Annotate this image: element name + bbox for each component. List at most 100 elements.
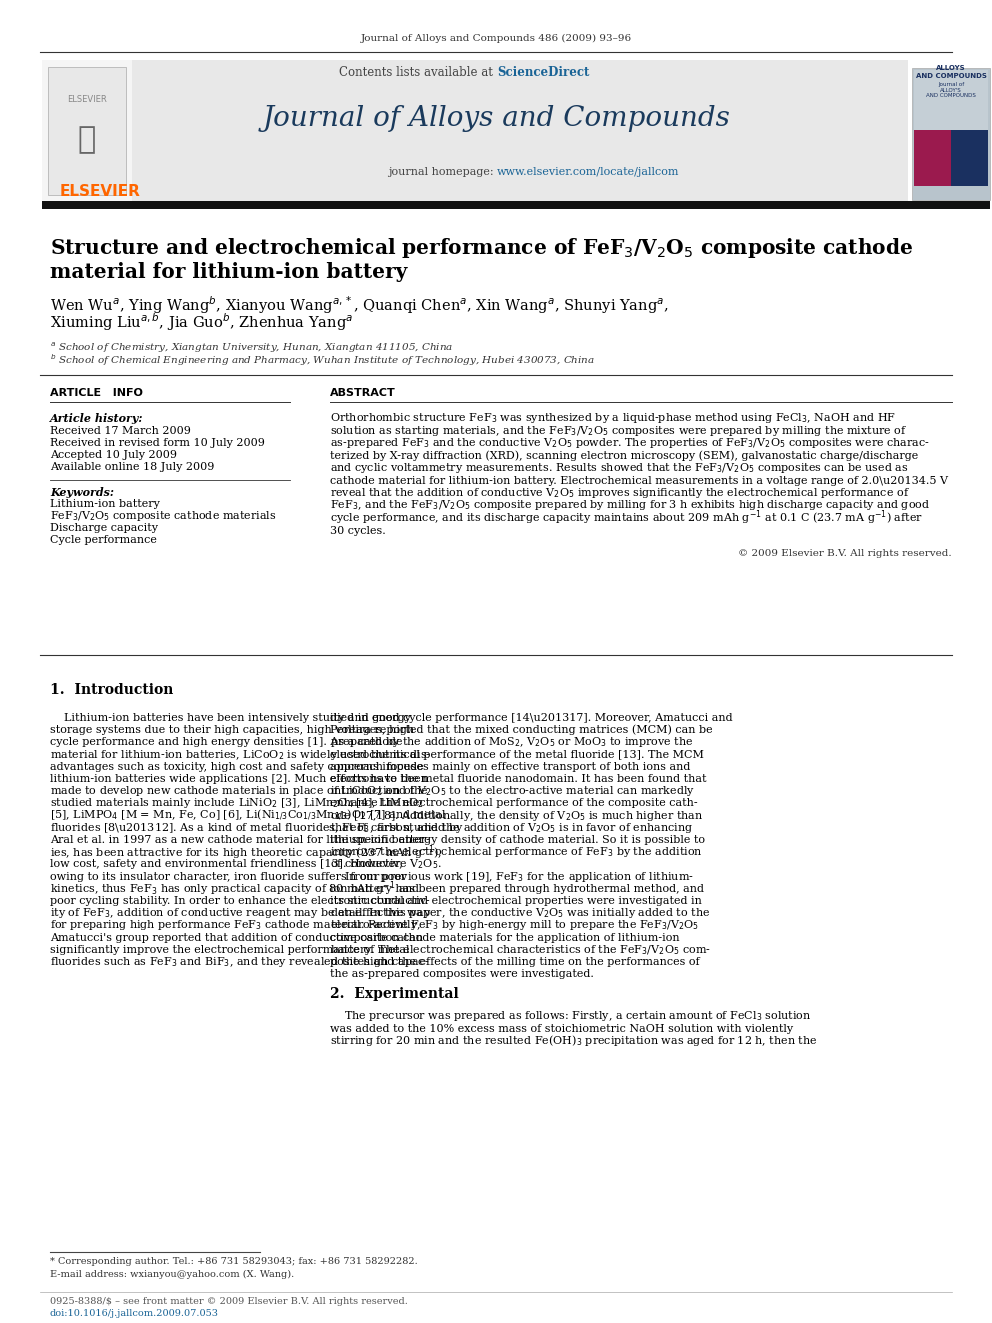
Text: electrons to the metal fluoride nanodomain. It has been found that: electrons to the metal fluoride nanodoma…: [330, 774, 706, 785]
Text: introduction of V$_2$O$_5$ to the electro-active material can markedly: introduction of V$_2$O$_5$ to the electr…: [330, 785, 695, 798]
Text: reveal that the addition of conductive V$_2$O$_5$ improves significantly the ele: reveal that the addition of conductive V…: [330, 486, 910, 500]
Text: owing to its insulator character, iron fluoride suffers from poor: owing to its insulator character, iron f…: [50, 872, 407, 881]
Text: enhance the electrochemical performance of the composite cath-: enhance the electrochemical performance …: [330, 798, 697, 808]
Text: studied materials mainly include LiNiO$_2$ [3], LiMn$_2$O$_4$ [4], LiMnO$_2$: studied materials mainly include LiNiO$_…: [50, 796, 424, 811]
Text: for preparing high performance FeF$_3$ cathode material. Recently,: for preparing high performance FeF$_3$ c…: [50, 918, 421, 933]
Text: material for lithium-ion batteries, LiCoO$_2$ is widely used but its dis-: material for lithium-ion batteries, LiCo…: [50, 747, 432, 762]
Text: the as-prepared composites were investigated.: the as-prepared composites were investig…: [330, 970, 594, 979]
Bar: [42, 201, 990, 209]
Text: detail. In this paper, the conductive V$_2$O$_5$ was initially added to the: detail. In this paper, the conductive V$…: [330, 906, 710, 921]
Text: advantages such as toxicity, high cost and safety concerns impede: advantages such as toxicity, high cost a…: [50, 762, 424, 771]
Text: www.elsevier.com/locate/jallcom: www.elsevier.com/locate/jallcom: [497, 167, 680, 177]
Text: Received in revised form 10 July 2009: Received in revised form 10 July 2009: [50, 438, 265, 448]
Text: Journal of Alloys and Compounds 486 (2009) 93–96: Journal of Alloys and Compounds 486 (200…: [360, 33, 632, 42]
Text: FeF$_3$/V$_2$O$_5$ composite cathode materials: FeF$_3$/V$_2$O$_5$ composite cathode mat…: [50, 509, 277, 523]
Text: Wen Wu$^{a}$, Ying Wang$^{b}$, Xianyou Wang$^{a,*}$, Quanqi Chen$^{a}$, Xin Wang: Wen Wu$^{a}$, Ying Wang$^{b}$, Xianyou W…: [50, 294, 669, 316]
Text: Contents lists available at: Contents lists available at: [339, 66, 497, 79]
Text: Keywords:: Keywords:: [50, 487, 114, 497]
Text: FeF$_3$, and the FeF$_3$/V$_2$O$_5$ composite prepared by milling for 3 h exhibi: FeF$_3$, and the FeF$_3$/V$_2$O$_5$ comp…: [330, 499, 930, 512]
Text: ALLOYS
AND COMPOUNDS: ALLOYS AND COMPOUNDS: [916, 66, 986, 78]
Text: was added to the 10% excess mass of stoichiometric NaOH solution with violently: was added to the 10% excess mass of stoi…: [330, 1024, 794, 1033]
Text: made to develop new cathode materials in place of LiCoO$_2$ and the: made to develop new cathode materials in…: [50, 785, 429, 798]
Text: Amatucci's group reported that addition of conductive carbon can: Amatucci's group reported that addition …: [50, 933, 424, 942]
Text: prepared by the addition of MoS$_2$, V$_2$O$_5$ or MoO$_3$ to improve the: prepared by the addition of MoS$_2$, V$_…: [330, 736, 693, 749]
Text: Lithium-ion battery: Lithium-ion battery: [50, 499, 160, 509]
Text: material for lithium-ion battery: material for lithium-ion battery: [50, 262, 408, 282]
Text: battery. The electrochemical characteristics of the FeF$_3$/V$_2$O$_5$ com-: battery. The electrochemical characteris…: [330, 943, 711, 957]
Text: Aral et al. in 1997 as a new cathode material for lithium-ion batter-: Aral et al. in 1997 as a new cathode mat…: [50, 835, 430, 845]
Text: significantly improve the electrochemical performance of metal: significantly improve the electrochemica…: [50, 945, 410, 955]
Text: its structural and electrochemical properties were investigated in: its structural and electrochemical prope…: [330, 896, 702, 906]
Text: 1.  Introduction: 1. Introduction: [50, 683, 174, 697]
Text: of conductive V$_2$O$_5$.: of conductive V$_2$O$_5$.: [330, 857, 441, 872]
Bar: [914, 70, 988, 130]
Text: Discharge capacity: Discharge capacity: [50, 523, 158, 533]
Text: as-prepared FeF$_3$ and the conductive V$_2$O$_5$ powder. The properties of FeF$: as-prepared FeF$_3$ and the conductive V…: [330, 437, 930, 450]
Text: posites and the effects of the milling time on the performances of: posites and the effects of the milling t…: [330, 957, 699, 967]
Text: stirring for 20 min and the resulted Fe(OH)$_3$ precipitation was aged for 12 h,: stirring for 20 min and the resulted Fe(…: [330, 1033, 817, 1048]
Text: ity and good cycle performance [14\u201317]. Moreover, Amatucci and: ity and good cycle performance [14\u2013…: [330, 713, 733, 722]
Text: Lithium-ion batteries have been intensively studied in energy: Lithium-ion batteries have been intensiv…: [50, 713, 411, 722]
Text: electro-active FeF$_3$ by high-energy mill to prepare the FeF$_3$/V$_2$O$_5$: electro-active FeF$_3$ by high-energy mi…: [330, 918, 699, 933]
Text: fluorides such as FeF$_3$ and BiF$_3$, and they revealed the high capac-: fluorides such as FeF$_3$ and BiF$_3$, a…: [50, 955, 430, 968]
Text: Structure and electrochemical performance of FeF$_3$/V$_2$O$_5$ composite cathod: Structure and electrochemical performanc…: [50, 235, 914, 261]
Text: 🌳: 🌳: [78, 126, 96, 155]
Text: doi:10.1016/j.jallcom.2009.07.053: doi:10.1016/j.jallcom.2009.07.053: [50, 1308, 219, 1318]
Text: that of carbon, and the addition of V$_2$O$_5$ is in favor of enhancing: that of carbon, and the addition of V$_2…: [330, 820, 693, 835]
Text: cathode material for lithium-ion battery. Electrochemical measurements in a volt: cathode material for lithium-ion battery…: [330, 475, 948, 486]
Text: * Corresponding author. Tel.: +86 731 58293043; fax: +86 731 58292282.: * Corresponding author. Tel.: +86 731 58…: [50, 1257, 418, 1266]
Text: cycle performance, and its discharge capacity maintains about 209 mAh g$^{-1}$ a: cycle performance, and its discharge cap…: [330, 509, 924, 528]
Text: cycle performance and high energy densities [1]. As a cathode: cycle performance and high energy densit…: [50, 737, 403, 747]
Bar: [912, 67, 990, 200]
Text: solution as starting materials, and the FeF$_3$/V$_2$O$_5$ composites were prepa: solution as starting materials, and the …: [330, 423, 908, 438]
Text: ELSEVIER: ELSEVIER: [60, 184, 141, 200]
Text: The precursor was prepared as follows: Firstly, a certain amount of FeCl$_3$ sol: The precursor was prepared as follows: F…: [330, 1009, 811, 1024]
Text: lithium-ion batteries wide applications [2]. Much efforts have been: lithium-ion batteries wide applications …: [50, 774, 428, 785]
Text: E-mail address: wxianyou@yahoo.com (X. Wang).: E-mail address: wxianyou@yahoo.com (X. W…: [50, 1270, 295, 1278]
Bar: [951, 130, 988, 187]
Text: Article history:: Article history:: [50, 413, 144, 423]
Text: $^{a}$ School of Chemistry, Xiangtan University, Hunan, Xiangtan 411105, China: $^{a}$ School of Chemistry, Xiangtan Uni…: [50, 341, 453, 355]
Text: terized by X-ray diffraction (XRD), scanning electron microscopy (SEM), galvanos: terized by X-ray diffraction (XRD), scan…: [330, 450, 919, 460]
Text: fluorides [8\u201312]. As a kind of metal fluorides, FeF$_3$, first studied by: fluorides [8\u201312]. As a kind of meta…: [50, 820, 463, 835]
Text: ion battery has been prepared through hydrothermal method, and: ion battery has been prepared through hy…: [330, 884, 704, 894]
Text: electrochemical performance of the metal fluoride [13]. The MCM: electrochemical performance of the metal…: [330, 750, 704, 759]
Text: ies, has been attractive for its high theoretic capacity (237 mAh g$^{-1}$),: ies, has been attractive for its high th…: [50, 843, 442, 861]
Text: approach focuses mainly on effective transport of both ions and: approach focuses mainly on effective tra…: [330, 762, 690, 771]
Bar: [42, 60, 908, 202]
Text: 0925-8388/$ – see front matter © 2009 Elsevier B.V. All rights reserved.: 0925-8388/$ – see front matter © 2009 El…: [50, 1298, 408, 1307]
Text: 2.  Experimental: 2. Experimental: [330, 987, 458, 1002]
Text: the specific energy density of cathode material. So it is possible to: the specific energy density of cathode m…: [330, 835, 705, 845]
Text: ABSTRACT: ABSTRACT: [330, 388, 396, 398]
Text: composite cathode materials for the application of lithium-ion: composite cathode materials for the appl…: [330, 933, 680, 942]
Text: © 2009 Elsevier B.V. All rights reserved.: © 2009 Elsevier B.V. All rights reserved…: [738, 549, 952, 557]
Text: ELSEVIER: ELSEVIER: [67, 95, 107, 105]
Text: improve the electrochemical performance of FeF$_3$ by the addition: improve the electrochemical performance …: [330, 845, 702, 859]
Text: low cost, safety and environmental friendliness [13]. However,: low cost, safety and environmental frien…: [50, 860, 403, 869]
Text: ARTICLE   INFO: ARTICLE INFO: [50, 388, 143, 398]
Text: Journal of Alloys and Compounds: Journal of Alloys and Compounds: [263, 105, 731, 131]
Text: Xiuming Liu$^{a,b}$, Jia Guo$^{b}$, Zhenhua Yang$^{a}$: Xiuming Liu$^{a,b}$, Jia Guo$^{b}$, Zhen…: [50, 311, 353, 333]
Bar: [48, 67, 126, 194]
Text: In our previous work [19], FeF$_3$ for the application of lithium-: In our previous work [19], FeF$_3$ for t…: [330, 869, 694, 884]
Text: and cyclic voltammetry measurements. Results showed that the FeF$_3$/V$_2$O$_5$ : and cyclic voltammetry measurements. Res…: [330, 460, 909, 475]
Text: poor cycling stability. In order to enhance the electronic conductiv-: poor cycling stability. In order to enha…: [50, 896, 430, 906]
Text: Accepted 10 July 2009: Accepted 10 July 2009: [50, 450, 177, 460]
Text: journal homepage:: journal homepage:: [388, 167, 497, 177]
Text: kinetics, thus FeF$_3$ has only practical capacity of 80 mAh g$^{-1}$ and: kinetics, thus FeF$_3$ has only practica…: [50, 880, 421, 898]
Text: Journal of
ALLOY'S
AND COMPOUNDS: Journal of ALLOY'S AND COMPOUNDS: [927, 82, 976, 98]
Text: [5], LiMPO$_4$ [M = Mn, Fe, Co] [6], Li(Ni$_{1/3}$Co$_{1/3}$Mn$_{1/3}$)O$_2$ [7]: [5], LiMPO$_4$ [M = Mn, Fe, Co] [6], Li(…: [50, 808, 446, 823]
Text: Received 17 March 2009: Received 17 March 2009: [50, 426, 190, 437]
Bar: [42, 60, 132, 202]
Text: Orthorhombic structure FeF$_3$ was synthesized by a liquid-phase method using Fe: Orthorhombic structure FeF$_3$ was synth…: [330, 411, 896, 425]
Text: ScienceDirect: ScienceDirect: [497, 66, 589, 79]
Text: 30 cycles.: 30 cycles.: [330, 525, 386, 536]
Text: Cycle performance: Cycle performance: [50, 534, 157, 545]
Text: Available online 18 July 2009: Available online 18 July 2009: [50, 462, 214, 472]
Bar: [914, 130, 951, 187]
Text: ode [17,18]. Additionally, the density of V$_2$O$_5$ is much higher than: ode [17,18]. Additionally, the density o…: [330, 808, 703, 823]
Text: ity of FeF$_3$, addition of conductive reagent may be an effective way: ity of FeF$_3$, addition of conductive r…: [50, 906, 432, 921]
Text: storage systems due to their high capacities, high voltages, high: storage systems due to their high capaci…: [50, 725, 414, 736]
Text: $^{b}$ School of Chemical Engineering and Pharmacy, Wuhan Institute of Technolog: $^{b}$ School of Chemical Engineering an…: [50, 352, 595, 368]
Text: Pereira reported that the mixed conducting matrices (MCM) can be: Pereira reported that the mixed conducti…: [330, 725, 712, 736]
